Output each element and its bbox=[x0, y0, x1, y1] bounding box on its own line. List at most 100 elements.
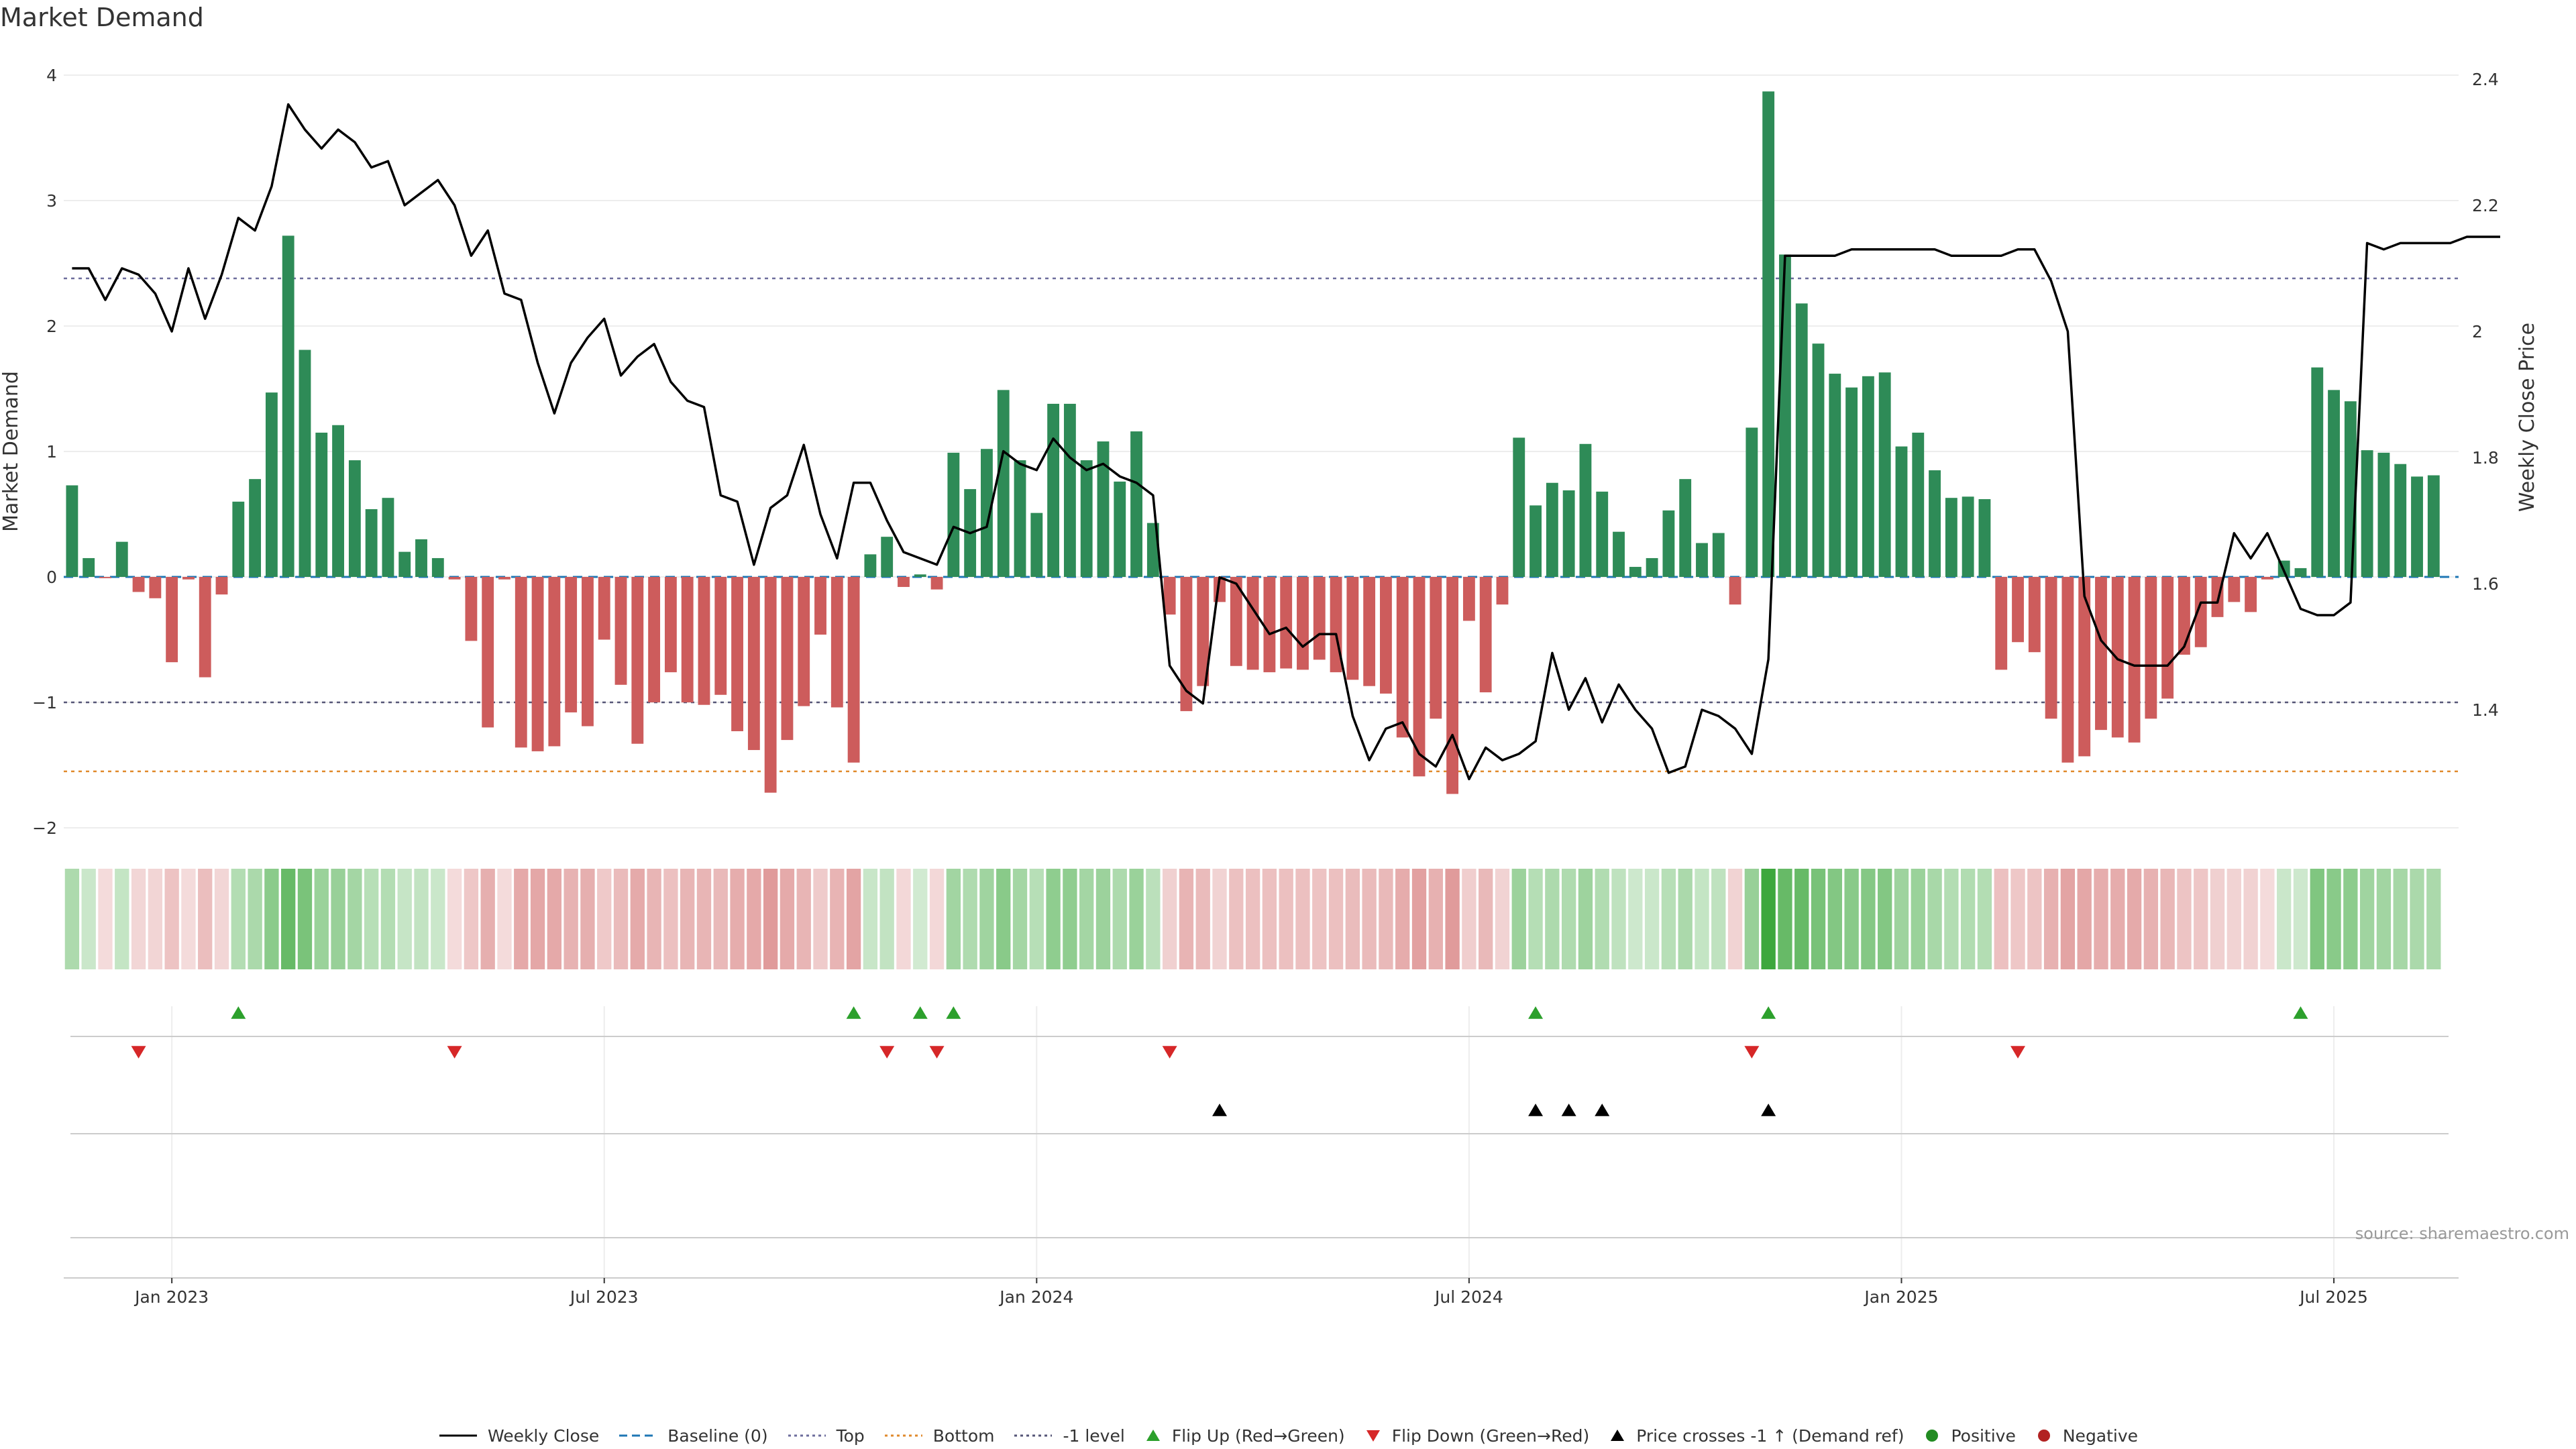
heat-cell bbox=[1462, 869, 1477, 969]
heat-cell bbox=[1063, 869, 1077, 969]
demand-bar bbox=[1446, 577, 1459, 794]
y2-tick-label: 1.4 bbox=[2472, 700, 2499, 720]
legend-item-flip_down: Flip Down (Green→Red) bbox=[1364, 1426, 1589, 1446]
heat-cell bbox=[248, 869, 262, 969]
demand-bar bbox=[1163, 577, 1176, 615]
heat-cell bbox=[2226, 869, 2241, 969]
heat-cell bbox=[264, 869, 279, 969]
demand-bar bbox=[115, 541, 128, 577]
heat-cell bbox=[979, 869, 994, 969]
heat-cell bbox=[380, 869, 396, 969]
price-cross-marker bbox=[1761, 1104, 1776, 1116]
legend-item-flip_up: Flip Up (Red→Green) bbox=[1144, 1426, 1345, 1446]
flip-up-marker bbox=[1528, 1006, 1544, 1019]
heat-cell bbox=[198, 869, 213, 969]
legend-item-weekly_close: Weekly Close bbox=[438, 1426, 599, 1446]
y2-tick-label: 2 bbox=[2472, 322, 2483, 341]
demand-bar bbox=[2294, 568, 2307, 577]
demand-bar bbox=[2194, 577, 2207, 647]
heat-cell bbox=[1578, 869, 1593, 969]
heat-cell bbox=[1711, 869, 1726, 969]
heat-cell bbox=[713, 869, 728, 969]
heat-cell bbox=[780, 869, 795, 969]
y-axis-label: Market Demand bbox=[0, 371, 23, 532]
flip-down-marker bbox=[2010, 1046, 2026, 1059]
demand-bar bbox=[714, 577, 727, 695]
heat-cell bbox=[1761, 869, 1776, 969]
demand-bar bbox=[1762, 91, 1775, 577]
demand-bar bbox=[1712, 533, 1725, 577]
demand-bar bbox=[1430, 577, 1442, 719]
demand-bar bbox=[1646, 557, 1658, 577]
heat-cell bbox=[1794, 869, 1809, 969]
price-cross-marker bbox=[1595, 1104, 1610, 1116]
heat-cell bbox=[580, 869, 595, 969]
demand-bar bbox=[199, 577, 211, 678]
heat-cell bbox=[1079, 869, 1094, 969]
heat-cell bbox=[1012, 869, 1028, 969]
heat-cell bbox=[830, 869, 845, 969]
heat-cell bbox=[879, 869, 894, 969]
heat-cell bbox=[2293, 869, 2308, 969]
demand-bar bbox=[2178, 577, 2190, 655]
y2-tick-label: 2.2 bbox=[2472, 196, 2499, 215]
heat-cell bbox=[1029, 869, 1044, 969]
legend-item-bottom: Bottom bbox=[883, 1426, 995, 1446]
demand-bar bbox=[1779, 254, 1791, 577]
heat-cell bbox=[464, 869, 479, 969]
demand-bar bbox=[1579, 443, 1592, 577]
heat-cell bbox=[1727, 869, 1743, 969]
demand-bar bbox=[1396, 577, 1409, 738]
heat-cell bbox=[2326, 869, 2341, 969]
demand-bar bbox=[1230, 577, 1242, 666]
demand-bar bbox=[1280, 577, 1293, 669]
demand-bar bbox=[1929, 470, 1941, 577]
axes: −2 −1 0 1 2 3 4 1.4 1.6 1.8 2 2.2 2.4 Jan 2023 Jul 202… bbox=[0, 66, 2539, 1307]
heat-cell bbox=[846, 869, 861, 969]
demand-bar bbox=[1263, 577, 1276, 673]
demand-bar bbox=[382, 498, 394, 577]
demand-bar bbox=[1912, 432, 1925, 577]
legend-symbol-weekly_close bbox=[439, 1434, 477, 1437]
y-tick-label: 3 bbox=[46, 191, 57, 211]
heat-cell bbox=[1911, 869, 1925, 969]
demand-bar bbox=[66, 485, 78, 577]
heat-cell bbox=[1611, 869, 1626, 969]
heat-cell bbox=[1162, 869, 1177, 969]
heat-cell bbox=[996, 869, 1011, 969]
heat-cell bbox=[331, 869, 345, 969]
heat-cell bbox=[431, 869, 445, 969]
y-tick-label: 4 bbox=[46, 66, 57, 85]
demand-bar bbox=[149, 577, 162, 598]
heat-cell bbox=[115, 869, 129, 969]
heat-cell bbox=[1661, 869, 1676, 969]
demand-bar bbox=[1795, 303, 1808, 577]
y-tick-label: 1 bbox=[46, 442, 57, 462]
heat-cell bbox=[1644, 869, 1660, 969]
legend-label: Bottom bbox=[932, 1426, 995, 1446]
heat-cell bbox=[1595, 869, 1609, 969]
heat-cell bbox=[1479, 869, 1493, 969]
demand-bar bbox=[2245, 577, 2257, 612]
demand-bar bbox=[1313, 577, 1326, 660]
heat-cell bbox=[1379, 869, 1393, 969]
demand-bar bbox=[1380, 577, 1392, 694]
heat-cell bbox=[1046, 869, 1061, 969]
demand-bar bbox=[1696, 543, 1708, 577]
heat-cell bbox=[1695, 869, 1709, 969]
heat-cell bbox=[1927, 869, 1942, 969]
demand-bar bbox=[764, 577, 777, 793]
x-tick-label: Jan 2023 bbox=[133, 1287, 209, 1307]
y2-axis-label: Weekly Close Price bbox=[2516, 323, 2539, 512]
demand-bar bbox=[232, 501, 245, 577]
flip-down-marker bbox=[1162, 1046, 1177, 1059]
legend-label: Flip Up (Red→Green) bbox=[1171, 1426, 1345, 1446]
heat-cell bbox=[1811, 869, 1826, 969]
demand-bar bbox=[1729, 577, 1741, 605]
demand-bar bbox=[1679, 479, 1692, 577]
heat-cell bbox=[2077, 869, 2092, 969]
heat-cell bbox=[1362, 869, 1377, 969]
demand-bar bbox=[299, 350, 311, 577]
demand-bar bbox=[1462, 577, 1475, 621]
demand-bar bbox=[1130, 431, 1142, 577]
